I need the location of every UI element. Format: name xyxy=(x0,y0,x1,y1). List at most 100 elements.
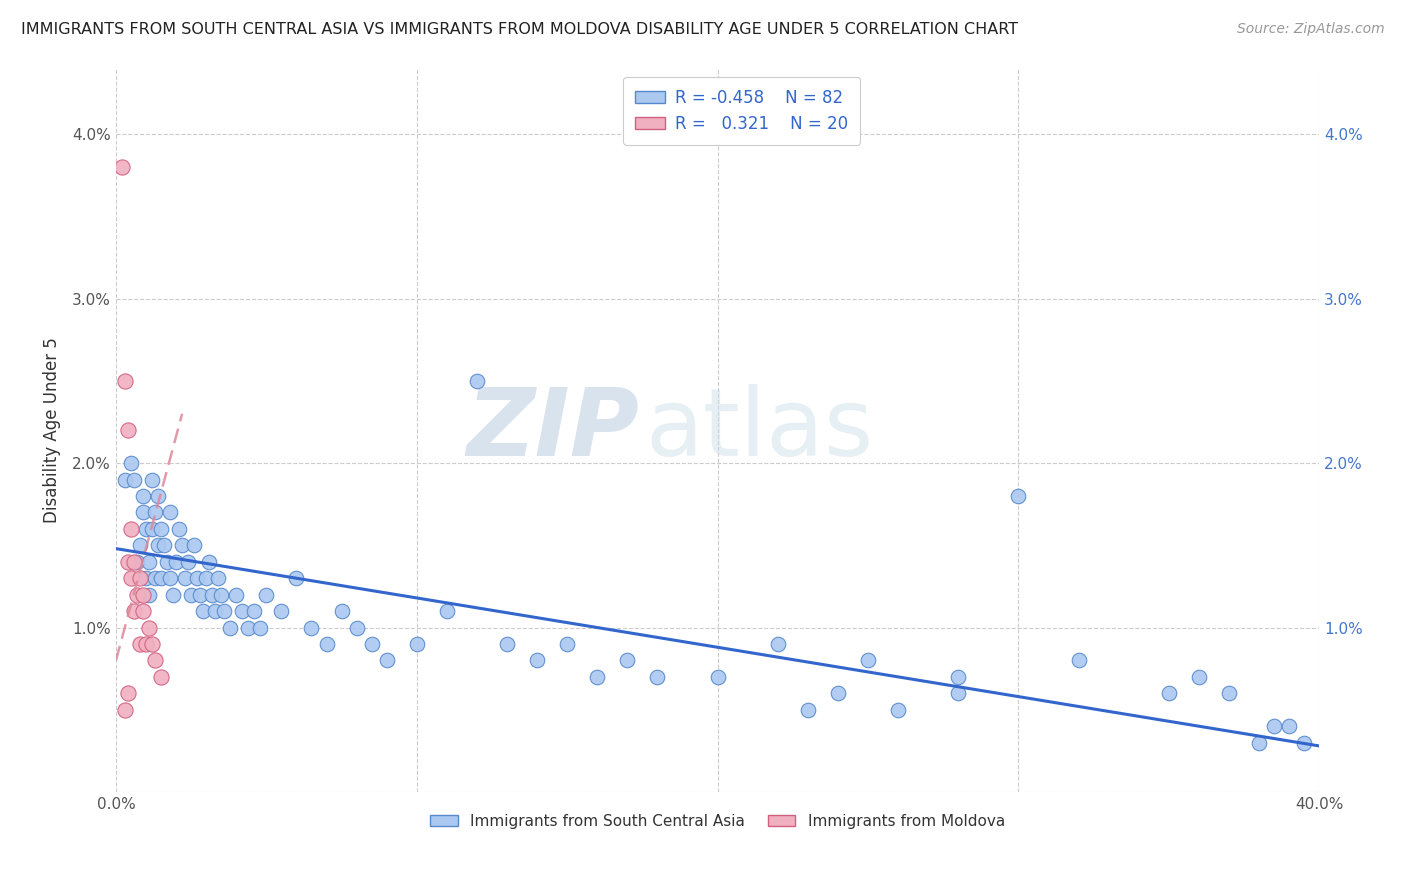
Point xyxy=(132,505,155,519)
Point xyxy=(330,604,353,618)
Point xyxy=(143,653,166,667)
Point xyxy=(125,588,148,602)
Point xyxy=(122,555,145,569)
Point xyxy=(948,670,970,684)
Point xyxy=(315,637,337,651)
Point xyxy=(153,538,176,552)
Point xyxy=(125,555,148,569)
Point xyxy=(129,538,152,552)
Y-axis label: Disability Age Under 5: Disability Age Under 5 xyxy=(44,337,60,524)
Point xyxy=(797,703,820,717)
Point xyxy=(150,670,173,684)
Point xyxy=(1294,736,1316,750)
Point xyxy=(135,571,157,585)
Point xyxy=(360,637,382,651)
Point xyxy=(706,670,728,684)
Point xyxy=(177,555,200,569)
Point xyxy=(132,489,155,503)
Point xyxy=(162,588,184,602)
Point xyxy=(526,653,548,667)
Point xyxy=(586,670,609,684)
Point xyxy=(212,604,235,618)
Point xyxy=(172,538,194,552)
Point xyxy=(141,522,163,536)
Text: IMMIGRANTS FROM SOUTH CENTRAL ASIA VS IMMIGRANTS FROM MOLDOVA DISABILITY AGE UND: IMMIGRANTS FROM SOUTH CENTRAL ASIA VS IM… xyxy=(21,22,1018,37)
Point xyxy=(135,522,157,536)
Point xyxy=(270,604,292,618)
Point xyxy=(141,473,163,487)
Point xyxy=(1218,686,1240,700)
Point xyxy=(207,571,229,585)
Point xyxy=(827,686,849,700)
Point xyxy=(132,588,155,602)
Point xyxy=(231,604,253,618)
Point xyxy=(146,489,169,503)
Point xyxy=(159,571,181,585)
Point xyxy=(114,473,136,487)
Point xyxy=(243,604,266,618)
Point xyxy=(1278,719,1301,733)
Point xyxy=(616,653,638,667)
Point xyxy=(143,571,166,585)
Point xyxy=(225,588,247,602)
Point xyxy=(159,505,181,519)
Point xyxy=(195,571,218,585)
Point xyxy=(129,571,152,585)
Point xyxy=(285,571,308,585)
Point xyxy=(198,555,221,569)
Point xyxy=(135,637,157,651)
Point xyxy=(114,374,136,388)
Point xyxy=(219,621,242,635)
Point xyxy=(156,555,179,569)
Point xyxy=(405,637,427,651)
Point xyxy=(120,522,142,536)
Point xyxy=(1263,719,1285,733)
Point xyxy=(766,637,789,651)
Point xyxy=(120,456,142,470)
Point xyxy=(122,604,145,618)
Point xyxy=(201,588,224,602)
Point xyxy=(249,621,271,635)
Point xyxy=(111,160,134,174)
Point xyxy=(117,555,139,569)
Point xyxy=(183,538,205,552)
Point xyxy=(129,637,152,651)
Point xyxy=(948,686,970,700)
Point xyxy=(122,473,145,487)
Point xyxy=(150,522,173,536)
Point xyxy=(346,621,368,635)
Point xyxy=(143,505,166,519)
Point xyxy=(375,653,398,667)
Text: Source: ZipAtlas.com: Source: ZipAtlas.com xyxy=(1237,22,1385,37)
Point xyxy=(204,604,226,618)
Point xyxy=(238,621,260,635)
Point xyxy=(150,571,173,585)
Point xyxy=(1067,653,1090,667)
Point xyxy=(1157,686,1180,700)
Point xyxy=(887,703,910,717)
Point xyxy=(436,604,458,618)
Point xyxy=(301,621,323,635)
Point xyxy=(555,637,578,651)
Point xyxy=(188,588,211,602)
Point xyxy=(856,653,879,667)
Point xyxy=(1188,670,1211,684)
Point xyxy=(138,588,160,602)
Point xyxy=(1007,489,1029,503)
Point xyxy=(114,703,136,717)
Point xyxy=(132,604,155,618)
Point xyxy=(193,604,215,618)
Point xyxy=(180,588,202,602)
Point xyxy=(165,555,187,569)
Point xyxy=(138,555,160,569)
Point xyxy=(465,374,488,388)
Point xyxy=(167,522,190,536)
Legend: Immigrants from South Central Asia, Immigrants from Moldova: Immigrants from South Central Asia, Immi… xyxy=(425,808,1011,835)
Point xyxy=(496,637,519,651)
Point xyxy=(174,571,197,585)
Text: atlas: atlas xyxy=(645,384,873,476)
Point xyxy=(1247,736,1270,750)
Point xyxy=(209,588,232,602)
Text: ZIP: ZIP xyxy=(467,384,640,476)
Point xyxy=(186,571,208,585)
